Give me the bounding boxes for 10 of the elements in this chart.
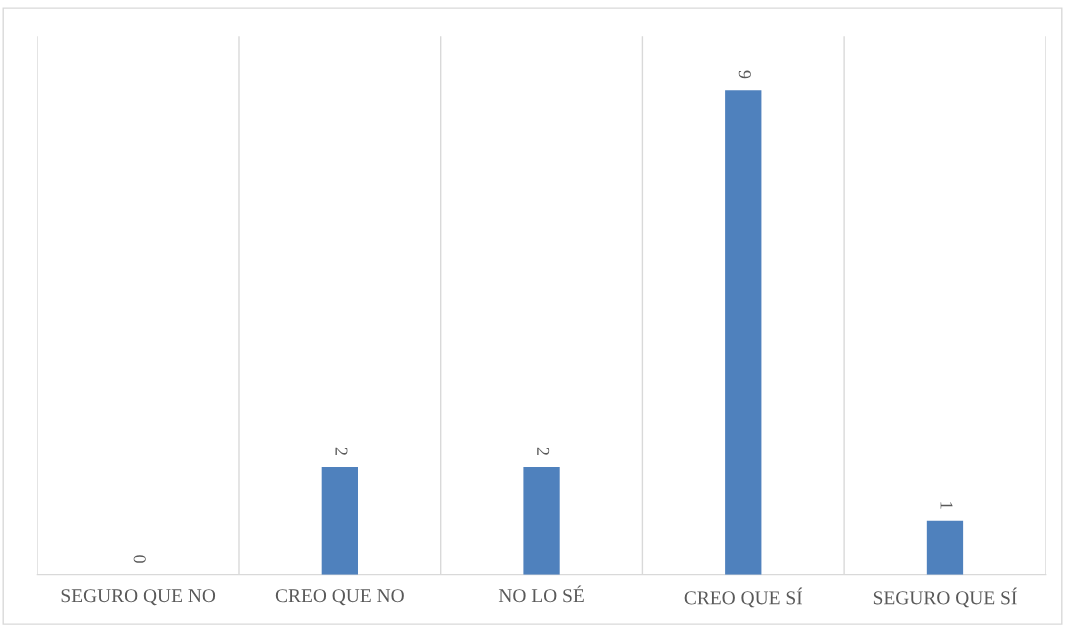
data-label: 2: [537, 447, 550, 455]
x-tick-label: NO LO SÉ: [498, 585, 584, 603]
data-label: 2: [335, 447, 348, 455]
x-tick-label: SEGURO QUE SÍ: [873, 587, 1017, 608]
data-label: 9: [738, 70, 751, 79]
x-tick-label: SEGURO QUE NO: [61, 589, 216, 606]
x-tick-label: CREO QUE SÍ: [684, 587, 803, 608]
data-label: 1: [940, 502, 953, 509]
data-label: 0: [133, 555, 146, 563]
x-tick-label: CREO QUE NO: [275, 589, 404, 606]
